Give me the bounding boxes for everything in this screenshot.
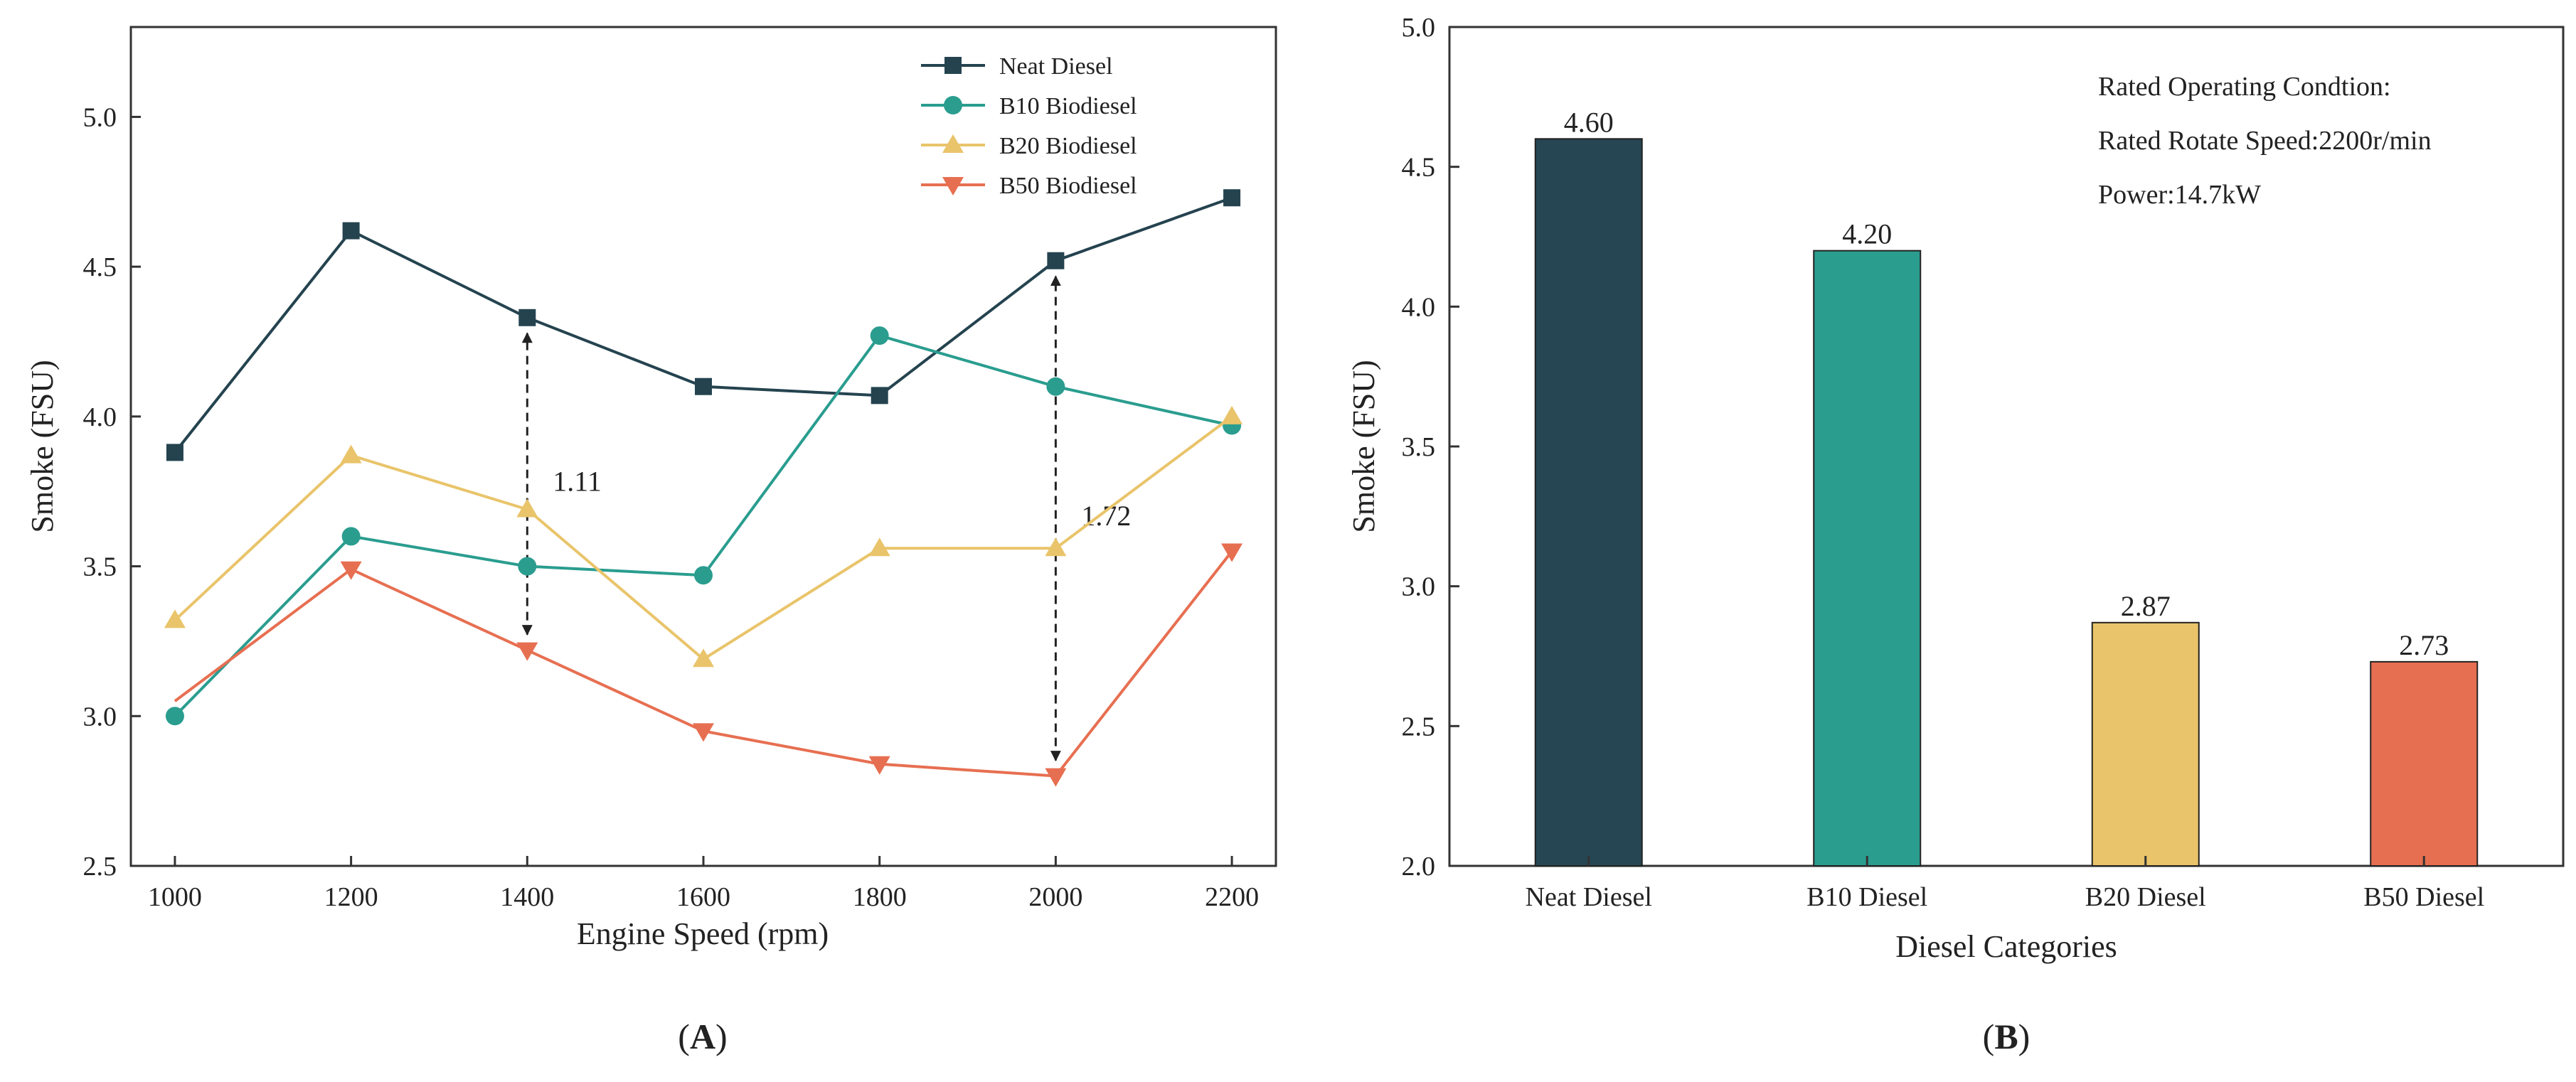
- data-point: [516, 498, 538, 518]
- panel-a-series: [164, 189, 1243, 787]
- x-tick-label: 1000: [148, 882, 202, 912]
- data-point: [1045, 768, 1067, 787]
- data-point: [164, 609, 186, 628]
- legend-label: B10 Biodiesel: [999, 93, 1137, 119]
- y-tick-label: 3.0: [1402, 572, 1436, 602]
- series-b20-biodiesel: [164, 405, 1243, 668]
- bar-value-label: 2.87: [2121, 590, 2171, 622]
- data-point: [342, 222, 360, 240]
- panel-a-annotations: 1.11 1.72: [521, 275, 1131, 762]
- panel-b-notes: Rated Operating Condtion: Rated Rotate Sp…: [2098, 72, 2432, 210]
- series-b10-biodiesel: [165, 326, 1242, 726]
- data-point: [1221, 405, 1243, 424]
- data-point: [340, 561, 362, 580]
- series-b50-biodiesel: [174, 543, 1243, 787]
- bar-value-label: 4.20: [1842, 218, 1892, 250]
- data-point: [166, 444, 183, 461]
- bar: [1534, 138, 1643, 867]
- panel-b-x-axis-title: Diesel Categories: [1895, 929, 2117, 964]
- x-tick-label: 1800: [853, 882, 907, 912]
- data-point: [693, 648, 714, 668]
- x-tick-label: 2200: [1205, 882, 1259, 912]
- panel-a-legend: Neat Diesel B10 Biodiesel B20 Biodiesel B50…: [921, 53, 1137, 199]
- legend-marker: [944, 57, 962, 74]
- condition-note: Rated Operating Condtion:: [2098, 72, 2391, 102]
- y-tick-label: 2.5: [1402, 712, 1436, 741]
- x-tick-label: 1200: [324, 882, 378, 912]
- data-point: [1045, 537, 1067, 557]
- data-point: [518, 557, 537, 576]
- panel-b-x-ticks: Neat Diesel B10 Diesel B20 Diesel B50 Diese…: [1526, 856, 2484, 912]
- data-point: [868, 537, 890, 557]
- panel-a-caption-letter: A: [690, 1017, 715, 1056]
- condition-note: Rated Rotate Speed:2200r/min: [2098, 126, 2432, 156]
- data-point: [871, 387, 888, 405]
- data-point: [695, 377, 712, 395]
- series-line: [174, 196, 1233, 454]
- data-point: [870, 326, 889, 346]
- bar-value-label: 4.60: [1564, 106, 1614, 138]
- data-point: [516, 642, 538, 661]
- y-tick-label: 4.5: [83, 252, 117, 282]
- x-tick-label: B10 Diesel: [1806, 882, 1927, 912]
- panel-b-bar-chart: 2.0 2.5 3.0 3.5 4.0 4.5 5.0 4.60 4.20 2.87 2.73 N…: [1346, 13, 2565, 1056]
- difference-label: 1.72: [1081, 500, 1131, 532]
- y-tick-label: 5.0: [83, 102, 117, 132]
- bar-value-label: 2.73: [2399, 629, 2449, 661]
- data-point: [1223, 189, 1241, 207]
- series-neat-diesel: [166, 189, 1241, 461]
- panel-a-line-chart: 1000 1200 1400 1600 1800 2000 2200 2.5 3.0 3.5 4.…: [25, 26, 1277, 1056]
- legend-label: B20 Biodiesel: [999, 133, 1137, 159]
- y-tick-label: 2.5: [83, 852, 117, 882]
- panel-b-caption-letter: B: [1994, 1017, 2018, 1056]
- y-tick-label: 5.0: [1402, 13, 1436, 43]
- y-tick-label: 3.5: [1402, 432, 1436, 462]
- y-tick-label: 4.0: [83, 402, 117, 432]
- panel-b-y-axis-title: Smoke (FSU): [1346, 360, 1381, 532]
- panel-a-x-ticks: 1000 1200 1400 1600 1800 2000 2200: [148, 856, 1259, 912]
- y-tick-label: 4.0: [1402, 292, 1436, 322]
- x-tick-label: B50 Diesel: [2363, 882, 2484, 912]
- data-point: [341, 527, 361, 546]
- legend-marker: [944, 96, 962, 114]
- y-tick-label: 3.0: [83, 702, 117, 732]
- legend-label: Neat Diesel: [999, 53, 1113, 80]
- series-line: [174, 415, 1233, 661]
- data-point: [165, 707, 184, 726]
- data-point: [694, 566, 713, 585]
- data-point: [1047, 252, 1065, 269]
- legend-marker: [942, 134, 964, 153]
- condition-note: Power:14.7kW: [2098, 180, 2261, 210]
- y-tick-label: 4.5: [1402, 153, 1436, 183]
- y-tick-label: 2.0: [1402, 852, 1436, 882]
- panel-b-bars: 4.60 4.20 2.87 2.73: [1534, 106, 2479, 867]
- data-point: [1221, 543, 1243, 562]
- panel-a-y-ticks: 2.5 3.0 3.5 4.0 4.5 5.0: [83, 102, 141, 882]
- x-tick-label: 2000: [1028, 882, 1082, 912]
- x-tick-label: B20 Diesel: [2085, 882, 2206, 912]
- difference-label: 1.11: [553, 466, 602, 498]
- panel-a-x-axis-title: Engine Speed (rpm): [577, 916, 829, 951]
- y-tick-label: 3.5: [83, 552, 117, 582]
- legend-label: B50 Biodiesel: [999, 173, 1137, 199]
- legend-marker: [942, 177, 964, 195]
- data-point: [1046, 377, 1065, 396]
- x-tick-label: Neat Diesel: [1526, 882, 1652, 912]
- x-tick-label: 1600: [676, 882, 730, 912]
- panel-b-caption: (B): [1983, 1017, 2031, 1056]
- x-tick-label: 1400: [500, 882, 554, 912]
- panel-a-caption: (A): [678, 1017, 727, 1056]
- data-point: [518, 309, 536, 326]
- bar: [2370, 660, 2479, 867]
- panel-b-y-ticks: 2.0 2.5 3.0 3.5 4.0 4.5 5.0: [1402, 13, 1459, 882]
- bar: [2091, 621, 2200, 867]
- data-point: [868, 756, 890, 775]
- panel-a-y-axis-title: Smoke (FSU): [25, 360, 60, 532]
- data-point: [693, 723, 714, 742]
- bar: [1813, 250, 1922, 867]
- data-point: [340, 444, 362, 464]
